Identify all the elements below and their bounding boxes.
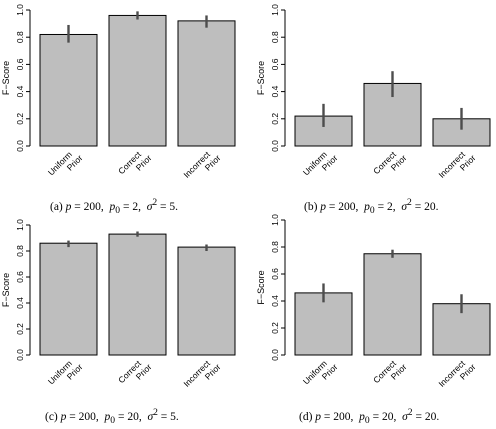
y-tick-label: 0.0 xyxy=(15,349,25,361)
y-tick-label: 1.0 xyxy=(15,4,25,16)
chart-panel-c: 0.0 0.2 0.4 0.6 0.8 1.0 F−Score UniformPrior Cor… xyxy=(1,219,236,396)
y-tick-label: 0.0 xyxy=(15,140,25,152)
caption-p: 200 xyxy=(333,410,351,423)
caption-a: (a) p = 200, p0 = 2, σ2 = 5. xyxy=(50,197,179,217)
caption-b: (b) p = 200, p0 = 2, σ2 = 20. xyxy=(304,197,439,217)
caption-c: (c) p = 200, p0 = 20, σ2 = 5. xyxy=(45,407,179,427)
y-tick-label: 1.0 xyxy=(15,219,25,231)
x-tick-label: CorrectPrior xyxy=(371,355,409,393)
x-tick-label: IncorrectPrior xyxy=(436,146,477,187)
y-tick-label: 0.0 xyxy=(270,140,280,152)
x-tick-label: UniformPrior xyxy=(46,146,85,185)
y-tick-label: 0.4 xyxy=(15,85,25,97)
bar-incorrect-prior xyxy=(177,20,236,147)
y-tick-label: 0.2 xyxy=(270,322,280,334)
caption-sigma2: 20 xyxy=(424,200,436,213)
caption-p: 200 xyxy=(78,410,96,423)
x-tick-label: UniformPrior xyxy=(301,355,340,394)
y-tick-label: 0.4 xyxy=(15,297,25,309)
bar-correct-prior xyxy=(363,253,422,356)
y-tick-label: 0.8 xyxy=(15,245,25,257)
caption-p: 200 xyxy=(338,200,356,213)
caption-p0: 20 xyxy=(381,410,394,423)
y-axis-label: F−Score xyxy=(1,61,11,95)
y-tick-label: 0.8 xyxy=(15,31,25,43)
y-axis-label: F−Score xyxy=(256,61,266,95)
caption-tag: (d) xyxy=(299,410,313,423)
caption-p0: 20 xyxy=(127,410,139,423)
y-tick-label: 1.0 xyxy=(270,214,280,226)
x-tick-label: IncorrectPrior xyxy=(436,355,477,396)
chart-panel-d: 0.0 0.2 0.4 0.6 0.8 1.0 F−Score UniformPrior Cor… xyxy=(256,214,491,396)
y-tick-label: 0.0 xyxy=(270,349,280,361)
y-axis-label: F−Score xyxy=(256,270,266,304)
y-tick-label: 0.6 xyxy=(270,58,280,70)
caption-p: 200 xyxy=(83,200,101,213)
bar-incorrect-prior xyxy=(177,246,236,356)
bar-uniform-prior xyxy=(39,33,98,147)
caption-sigma2: 5 xyxy=(170,410,176,423)
chart-panel-a: 0.0 0.2 0.4 0.6 0.8 1.0 F−Score UniformPrior Cor… xyxy=(1,4,236,187)
caption-d: (d) p = 200, p0 = 20, σ2 = 20. xyxy=(299,407,440,427)
bar-uniform-prior xyxy=(39,242,98,356)
bar-uniform-prior xyxy=(294,292,353,356)
y-tick-label: 0.6 xyxy=(15,271,25,283)
x-tick-label: CorrectPrior xyxy=(116,355,154,393)
bar-correct-prior xyxy=(108,14,167,147)
x-tick-label: UniformPrior xyxy=(46,355,85,394)
caption-p0: 2 xyxy=(386,200,393,213)
x-tick-label: IncorrectPrior xyxy=(181,355,222,396)
caption-tag: (b) xyxy=(304,200,318,213)
y-axis-label: F−Score xyxy=(1,273,11,307)
y-tick-label: 0.2 xyxy=(270,113,280,125)
x-tick-label: CorrectPrior xyxy=(371,146,409,184)
y-tick-label: 0.8 xyxy=(270,31,280,43)
y-tick-label: 0.2 xyxy=(15,323,25,335)
caption-tag: (a) xyxy=(50,200,63,213)
caption-sigma2: 5 xyxy=(169,200,176,213)
y-tick-label: 0.2 xyxy=(15,113,25,125)
caption-sigma2: 20 xyxy=(424,410,437,423)
y-tick-label: 0.4 xyxy=(270,85,280,97)
x-tick-label: CorrectPrior xyxy=(116,146,154,184)
y-tick-label: 0.6 xyxy=(15,58,25,70)
chart-panel-b: 0.0 0.2 0.4 0.6 0.8 1.0 F−Score UniformPrior Cor… xyxy=(256,4,491,187)
y-tick-label: 0.6 xyxy=(270,268,280,280)
y-tick-label: 1.0 xyxy=(270,4,280,16)
bar-correct-prior xyxy=(108,233,167,356)
y-tick-label: 0.8 xyxy=(270,241,280,253)
y-tick-label: 0.4 xyxy=(270,295,280,307)
caption-tag: (c) xyxy=(45,410,58,423)
x-tick-label: UniformPrior xyxy=(301,146,340,185)
x-tick-label: IncorrectPrior xyxy=(181,146,222,187)
caption-p0: 2 xyxy=(132,200,139,213)
